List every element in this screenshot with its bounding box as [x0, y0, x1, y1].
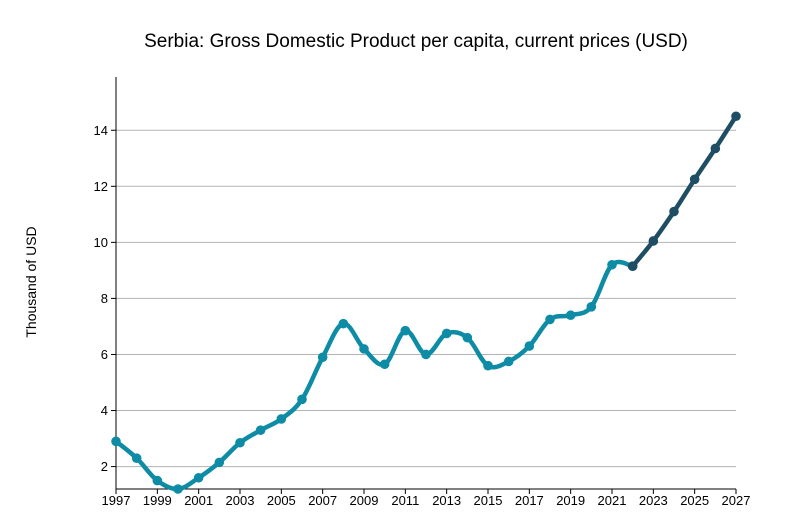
- data-point: [421, 349, 431, 360]
- data-point: [669, 206, 679, 217]
- data-point: [710, 143, 721, 154]
- y-tick-label: 12: [94, 179, 108, 194]
- data-point: [503, 356, 514, 367]
- y-tick-label: 4: [101, 403, 108, 418]
- data-point: [297, 394, 307, 405]
- x-tick-label: 2021: [598, 493, 627, 508]
- series-line-0: [113, 259, 635, 492]
- data-point: [255, 425, 266, 435]
- data-point: [152, 475, 163, 486]
- data-point: [648, 236, 659, 246]
- data-point: [276, 414, 287, 424]
- series-layer: [111, 111, 741, 494]
- x-tick-label: 2015: [474, 493, 503, 508]
- x-tick-label: 2025: [680, 493, 709, 508]
- x-tick-label: 2027: [722, 493, 751, 508]
- data-point: [462, 332, 473, 343]
- data-point: [338, 318, 349, 329]
- data-point: [565, 310, 576, 321]
- data-point: [586, 302, 597, 312]
- y-tick-label: 14: [94, 123, 108, 138]
- data-point: [359, 344, 369, 354]
- x-tick-label: 2001: [184, 493, 213, 508]
- y-tick-label: 10: [94, 235, 108, 250]
- x-tick-label: 2005: [267, 493, 296, 508]
- grid-lines: [116, 129, 736, 468]
- data-point: [379, 359, 390, 370]
- x-tick-label: 2017: [515, 493, 544, 508]
- chart-title: Serbia: Gross Domestic Product per capit…: [144, 31, 688, 52]
- data-point: [483, 360, 493, 371]
- x-tick-label: 2023: [639, 493, 668, 508]
- y-tick-label: 2: [101, 459, 108, 474]
- x-tick-labels: 1997 1999 2001 2003 2005 2007 2009 2011 2013 2015…: [102, 489, 751, 508]
- data-point: [235, 437, 245, 448]
- y-tick-label: 8: [101, 291, 108, 306]
- data-point: [173, 484, 183, 494]
- x-tick-label: 2011: [391, 493, 419, 508]
- data-point: [545, 314, 555, 325]
- y-tick-label: 6: [101, 347, 108, 362]
- x-tick-label: 1997: [102, 493, 131, 508]
- data-point: [317, 352, 328, 363]
- data-point: [441, 328, 452, 339]
- series-line-1: [630, 113, 739, 269]
- x-tick-label: 2009: [350, 493, 379, 508]
- data-point: [400, 325, 411, 336]
- data-point: [607, 259, 617, 270]
- data-point: [111, 436, 121, 447]
- x-tick-label: 1999: [143, 493, 172, 508]
- data-point: [193, 472, 204, 483]
- data-point: [627, 261, 638, 271]
- x-tick-label: 2003: [226, 493, 255, 508]
- x-tick-label: 2019: [556, 493, 585, 508]
- data-point: [524, 341, 535, 351]
- x-tick-label: 2007: [308, 493, 337, 508]
- y-tick-labels: 2 4 6 8 10 12 14: [94, 123, 116, 474]
- data-point: [689, 174, 700, 185]
- y-axis-label: Thousand of USD: [23, 226, 39, 337]
- data-point: [214, 457, 225, 468]
- data-point: [731, 111, 741, 122]
- x-tick-label: 2013: [432, 493, 461, 508]
- data-point: [131, 453, 142, 463]
